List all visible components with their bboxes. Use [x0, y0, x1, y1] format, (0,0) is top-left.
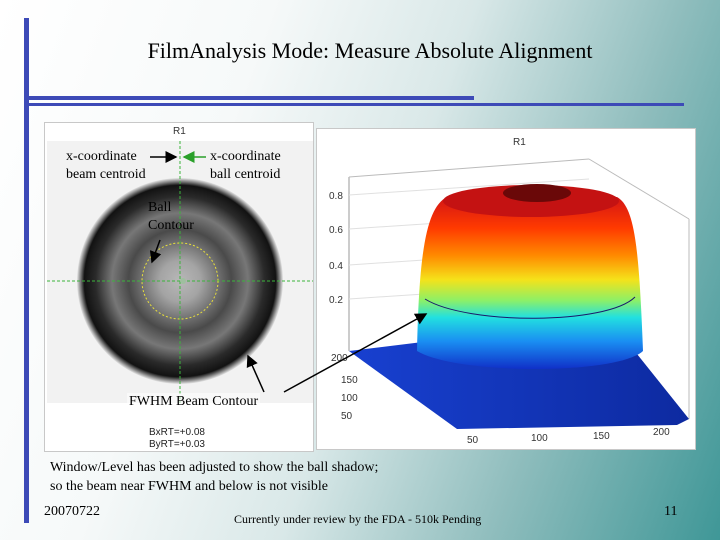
- y-tick: 50: [341, 411, 353, 422]
- bx-readout: BxRT=+0.08: [149, 427, 205, 438]
- ball-centroid-line2: ball centroid: [210, 167, 281, 182]
- fwhm-contour-line: [424, 296, 636, 319]
- x-tick: 100: [531, 433, 548, 444]
- ball-centroid-line1: x-coordinate: [210, 149, 281, 164]
- page-number: 11: [664, 504, 678, 519]
- surface-body: [417, 197, 643, 369]
- fwhm-contour-label: FWHM Beam Contour: [127, 393, 261, 411]
- surface-plot-panel: R1: [316, 128, 696, 450]
- surface-plot-title: R1: [513, 137, 526, 148]
- film-image: [47, 141, 313, 449]
- z-tick: 0.4: [329, 261, 343, 272]
- film-image-panel: R1 BxRT=+0.08 ByRT=+0.03: [44, 122, 314, 452]
- accent-bar-horizontal-bottom: [24, 103, 684, 106]
- accent-bar-vertical: [24, 18, 29, 523]
- beam-centroid-line1: x-coordinate: [66, 149, 137, 164]
- beam-centroid-label: x-coordinate beam centroid: [66, 148, 146, 184]
- ball-centroid-label: x-coordinate ball centroid: [210, 148, 281, 184]
- y-tick: 100: [341, 393, 358, 404]
- caption-line1: Window/Level has been adjusted to show t…: [50, 460, 379, 475]
- footer-center-text: Currently under review by the FDA - 510k…: [234, 512, 482, 526]
- beam-centroid-line2: beam centroid: [66, 167, 146, 182]
- ball-centroid-marker: [180, 278, 186, 284]
- ball-contour: [141, 242, 219, 320]
- window-level-caption: Window/Level has been adjusted to show t…: [50, 458, 378, 496]
- surface-dip: [503, 184, 571, 202]
- z-tick: 0.6: [329, 225, 343, 236]
- x-tick: 200: [653, 427, 670, 438]
- ball-contour-line1: Ball: [148, 200, 172, 215]
- z-tick: 0.8: [329, 191, 343, 202]
- surface-plot: 0.8 0.6 0.4 0.2 200 150 100 50 50 100 15…: [329, 158, 690, 446]
- z-tick: 0.2: [329, 295, 343, 306]
- by-readout: ByRT=+0.03: [149, 439, 205, 450]
- accent-bar-horizontal-top: [24, 96, 474, 100]
- stats-area: [47, 409, 313, 449]
- ball-contour-line2: Contour: [148, 218, 194, 233]
- slide-title: FilmAnalysis Mode: Measure Absolute Alig…: [147, 38, 593, 63]
- film-image-title: R1: [173, 126, 186, 137]
- x-tick: 50: [467, 435, 479, 446]
- x-tick: 150: [593, 431, 610, 442]
- ball-contour-label: Ball Contour: [148, 199, 194, 235]
- y-tick: 150: [341, 375, 358, 386]
- footer-date: 20070722: [44, 504, 100, 519]
- y-tick: 200: [331, 353, 348, 364]
- caption-line2: so the beam near FWHM and below is not v…: [50, 479, 329, 494]
